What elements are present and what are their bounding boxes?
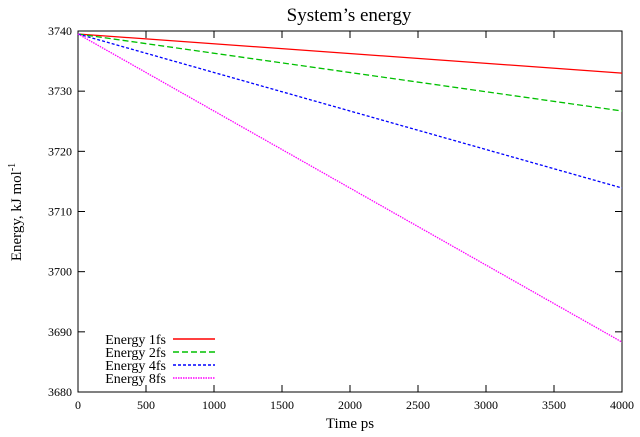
- series-line-3: [77, 33, 623, 189]
- x-tick-label: 1000: [202, 398, 226, 412]
- x-tick-label: 0: [75, 398, 81, 412]
- x-tick-label: 1500: [270, 398, 294, 412]
- legend-label-3: Energy 4fs: [105, 359, 166, 374]
- y-axis-label: Energy, kJ mol-1: [7, 163, 25, 261]
- y-tick-label: 3700: [48, 265, 72, 279]
- series-line-1: [77, 33, 623, 74]
- legend-label-1: Energy 1fs: [105, 333, 166, 348]
- series-line-4: [77, 33, 623, 343]
- x-tick-label: 2500: [406, 398, 430, 412]
- y-tick-label: 3680: [48, 385, 72, 399]
- legend-label-4: Energy 8fs: [105, 372, 166, 387]
- y-axis-label-superscript: -1: [7, 163, 18, 171]
- chart-title: System’s energy: [287, 5, 412, 26]
- axis-ticks: 0 500 1000 1500 2000 2500 3000 3500 4000 3680 3690…: [48, 24, 634, 412]
- x-tick-label: 3500: [542, 398, 566, 412]
- series-line-2: [77, 33, 623, 112]
- y-tick-label: 3710: [48, 205, 72, 219]
- x-axis-label: Time ps: [326, 416, 374, 432]
- y-tick-label: 3720: [48, 144, 72, 158]
- y-tick-label: 3730: [48, 84, 72, 98]
- y-tick-label: 3740: [48, 24, 72, 38]
- y-axis-label-text: Energy, kJ mol: [9, 171, 25, 261]
- x-tick-label: 4000: [610, 398, 634, 412]
- legend-label-2: Energy 2fs: [105, 346, 166, 361]
- x-tick-label: 3000: [474, 398, 498, 412]
- y-tick-label: 3690: [48, 325, 72, 339]
- x-tick-label: 500: [137, 398, 155, 412]
- x-tick-label: 2000: [338, 398, 362, 412]
- series-lines: [77, 33, 623, 343]
